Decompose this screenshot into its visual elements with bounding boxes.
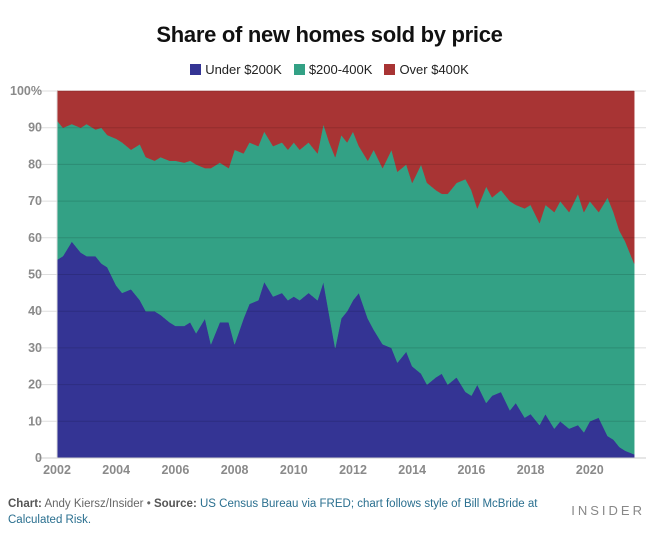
x-tick-label: 2018 — [517, 463, 545, 477]
y-tick-label: 20 — [28, 378, 42, 392]
y-tick-label: 30 — [28, 341, 42, 355]
legend: Under $200K $200-400K Over $400K — [0, 62, 659, 77]
x-tick-label: 2016 — [457, 463, 485, 477]
legend-item-over-400k: Over $400K — [384, 62, 469, 77]
legend-label: Over $400K — [399, 62, 469, 77]
x-tick-label: 2020 — [576, 463, 604, 477]
x-tick-label: 2010 — [280, 463, 308, 477]
chart-footer: Chart: Andy Kiersz/Insider • Source: US … — [8, 496, 568, 528]
x-tick-label: 2004 — [102, 463, 130, 477]
y-tick-label: 80 — [28, 157, 42, 171]
y-tick-label: 70 — [28, 194, 42, 208]
y-tick-label: 0 — [35, 451, 42, 465]
area-over-400k — [56, 90, 635, 264]
y-tick-label: 90 — [28, 121, 42, 135]
legend-swatch — [384, 64, 396, 75]
legend-swatch — [190, 64, 202, 75]
legend-label: Under $200K — [205, 62, 282, 77]
y-tick-label: 100% — [10, 84, 42, 98]
x-tick-label: 2008 — [221, 463, 249, 477]
x-tick-label: 2012 — [339, 463, 367, 477]
y-tick-label: 60 — [28, 231, 42, 245]
x-tick-label: 2002 — [43, 463, 71, 477]
footer-bullet: • — [146, 498, 151, 510]
insider-logo: INSIDER — [571, 503, 645, 518]
legend-swatch — [293, 64, 305, 75]
chart-credit-author: Andy Kiersz/Insider — [44, 498, 144, 510]
chart-credit-label: Chart: — [8, 498, 42, 510]
y-tick-label: 50 — [28, 268, 42, 282]
source-text: US Census Bureau via FRED; chart follows… — [8, 498, 538, 526]
legend-label: $200-400K — [308, 62, 373, 77]
x-tick-label: 2014 — [398, 463, 426, 477]
x-tick-label: 2006 — [161, 463, 189, 477]
legend-item-under-200k: Under $200K — [190, 62, 282, 77]
y-tick-label: 40 — [28, 304, 42, 318]
y-tick-label: 10 — [28, 414, 42, 428]
chart-title: Share of new homes sold by price — [156, 22, 503, 47]
source-label: Source: — [153, 498, 197, 510]
legend-item-200-400k: $200-400K — [293, 62, 373, 77]
